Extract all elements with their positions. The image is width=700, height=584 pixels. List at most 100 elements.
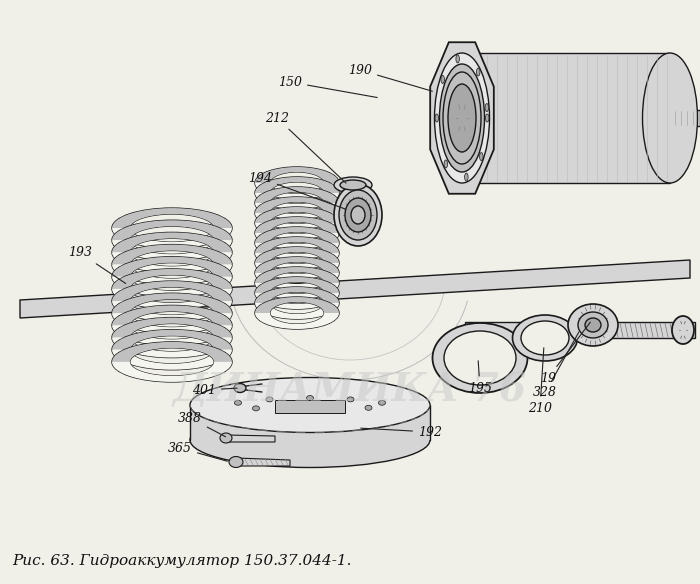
Polygon shape: [255, 217, 339, 233]
Text: 194: 194: [248, 172, 345, 209]
Polygon shape: [255, 183, 339, 199]
Polygon shape: [112, 252, 232, 272]
Polygon shape: [112, 232, 232, 252]
Polygon shape: [255, 227, 339, 243]
Polygon shape: [255, 267, 339, 283]
Text: 365: 365: [168, 442, 228, 461]
Ellipse shape: [443, 72, 481, 164]
Polygon shape: [255, 223, 339, 239]
Text: 19: 19: [540, 322, 590, 384]
Polygon shape: [112, 350, 232, 370]
Polygon shape: [112, 228, 232, 248]
Polygon shape: [255, 277, 339, 293]
Ellipse shape: [512, 315, 578, 361]
Ellipse shape: [190, 377, 430, 433]
Polygon shape: [255, 263, 339, 279]
Polygon shape: [112, 289, 232, 309]
Ellipse shape: [477, 68, 480, 76]
Polygon shape: [20, 260, 690, 318]
Ellipse shape: [340, 180, 366, 190]
Text: Рис. 63. Гидроаккумулятор 150.37.044-1.: Рис. 63. Гидроаккумулятор 150.37.044-1.: [12, 554, 351, 568]
Polygon shape: [112, 245, 232, 265]
Ellipse shape: [347, 397, 354, 402]
Polygon shape: [112, 318, 232, 338]
Polygon shape: [236, 458, 290, 466]
Text: 150: 150: [278, 75, 377, 98]
Text: 195: 195: [468, 361, 492, 395]
Polygon shape: [255, 203, 339, 219]
Ellipse shape: [444, 160, 447, 168]
Ellipse shape: [435, 114, 438, 122]
Polygon shape: [112, 220, 232, 240]
Ellipse shape: [465, 173, 468, 181]
Polygon shape: [430, 42, 494, 194]
Ellipse shape: [190, 412, 430, 468]
Polygon shape: [112, 313, 232, 333]
Polygon shape: [465, 322, 695, 338]
Ellipse shape: [288, 408, 295, 412]
Polygon shape: [255, 177, 339, 193]
Polygon shape: [255, 243, 339, 259]
Polygon shape: [255, 283, 339, 299]
Ellipse shape: [351, 206, 365, 224]
Ellipse shape: [444, 331, 516, 385]
Ellipse shape: [585, 318, 601, 332]
Polygon shape: [255, 233, 339, 249]
Ellipse shape: [234, 400, 241, 405]
Text: 212: 212: [265, 112, 346, 183]
Ellipse shape: [480, 152, 483, 161]
Ellipse shape: [441, 75, 444, 84]
Polygon shape: [112, 305, 232, 325]
Polygon shape: [112, 208, 232, 228]
Polygon shape: [255, 167, 339, 183]
Text: 388: 388: [178, 412, 225, 437]
Ellipse shape: [521, 321, 569, 355]
Polygon shape: [255, 247, 339, 263]
Polygon shape: [255, 187, 339, 203]
Polygon shape: [255, 297, 339, 313]
Text: ДИНАМИКА 76: ДИНАМИКА 76: [173, 371, 527, 409]
Polygon shape: [255, 257, 339, 273]
Ellipse shape: [334, 184, 382, 246]
Polygon shape: [255, 193, 339, 209]
Text: 328: 328: [533, 332, 579, 399]
Polygon shape: [255, 293, 339, 309]
Polygon shape: [275, 400, 345, 413]
Ellipse shape: [307, 395, 314, 401]
Text: 193: 193: [68, 246, 126, 283]
Polygon shape: [112, 240, 232, 260]
Ellipse shape: [253, 406, 260, 411]
Polygon shape: [112, 325, 232, 345]
Ellipse shape: [229, 457, 243, 468]
Ellipse shape: [339, 190, 377, 240]
Polygon shape: [255, 213, 339, 229]
Polygon shape: [112, 338, 232, 357]
Polygon shape: [255, 287, 339, 303]
Text: 192: 192: [360, 426, 442, 439]
Polygon shape: [112, 277, 232, 297]
Text: 190: 190: [348, 64, 433, 91]
Polygon shape: [255, 273, 339, 289]
Ellipse shape: [486, 114, 489, 122]
Polygon shape: [112, 330, 232, 350]
Polygon shape: [255, 237, 339, 253]
Polygon shape: [255, 303, 339, 319]
Ellipse shape: [440, 64, 484, 172]
Ellipse shape: [485, 103, 489, 112]
Polygon shape: [255, 197, 339, 213]
Polygon shape: [255, 253, 339, 269]
Ellipse shape: [334, 177, 372, 193]
Ellipse shape: [448, 84, 476, 152]
Ellipse shape: [220, 433, 232, 443]
Ellipse shape: [578, 312, 608, 338]
Polygon shape: [112, 281, 232, 301]
Polygon shape: [255, 207, 339, 223]
Ellipse shape: [672, 316, 694, 344]
Polygon shape: [112, 301, 232, 321]
Ellipse shape: [433, 323, 528, 393]
Polygon shape: [112, 269, 232, 289]
Ellipse shape: [234, 384, 246, 392]
Text: 210: 210: [528, 347, 552, 415]
Polygon shape: [112, 342, 232, 362]
Polygon shape: [112, 293, 232, 313]
